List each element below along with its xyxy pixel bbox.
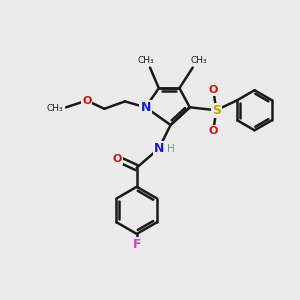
Text: S: S [212,104,221,117]
Text: CH₃: CH₃ [190,56,207,65]
Text: O: O [113,154,122,164]
Text: N: N [154,142,164,155]
Text: O: O [208,126,218,136]
Text: N: N [140,101,151,114]
Text: CH₃: CH₃ [47,104,64,113]
Text: CH₃: CH₃ [137,56,154,65]
Text: O: O [82,95,92,106]
Text: F: F [133,238,141,251]
Text: H: H [167,143,175,154]
Text: O: O [208,85,218,94]
